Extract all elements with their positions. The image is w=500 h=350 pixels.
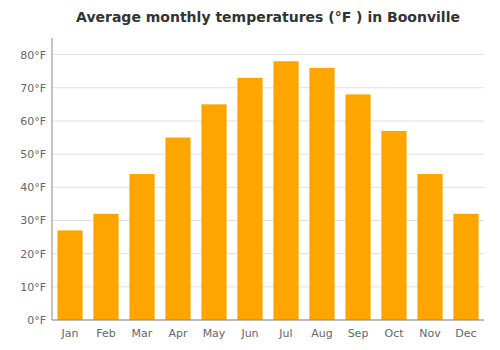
x-tick-label: Oct — [384, 327, 404, 340]
y-axis: 0°F 10°F 20°F 30°F 40°F 50°F 60°F 70°F 80°F — [20, 49, 46, 327]
grid-line — [52, 154, 484, 155]
y-tick-label: 0°F — [27, 314, 46, 327]
grid — [52, 55, 484, 320]
grid-line — [52, 320, 484, 321]
chart-container: Average monthly temperatures (°F ) in Bo… — [0, 0, 500, 350]
x-tick-label: Jul — [278, 327, 292, 340]
x-tick-label: Feb — [96, 327, 115, 340]
bar — [165, 138, 190, 320]
chart: Average monthly temperatures (°F ) in Bo… — [0, 0, 500, 350]
x-tick-label: May — [203, 327, 226, 340]
x-tick-label: Nov — [419, 327, 441, 340]
y-tick-label: 30°F — [20, 214, 46, 227]
bar — [237, 78, 262, 320]
bar — [345, 94, 370, 320]
bar — [93, 214, 118, 320]
x-tick-label: Dec — [455, 327, 476, 340]
x-tick-label: Mar — [132, 327, 153, 340]
x-tick-label: Jan — [61, 327, 79, 340]
y-axis-line — [52, 38, 53, 320]
y-tick-label: 40°F — [20, 181, 46, 194]
y-tick-label: 80°F — [20, 49, 46, 62]
x-axis: Jan Feb Mar Apr May Jun Jul Aug Sep Oct Nov Dec — [61, 327, 477, 340]
title: Average monthly temperatures (°F ) in Bo… — [76, 9, 460, 25]
bar — [381, 131, 406, 320]
bar — [417, 174, 442, 320]
x-tick-label: Apr — [168, 327, 188, 340]
bar — [57, 230, 82, 320]
y-tick-label: 50°F — [20, 148, 46, 161]
x-tick-label: Sep — [348, 327, 369, 340]
grid-line — [52, 87, 484, 88]
bar — [309, 68, 334, 320]
y-tick-label: 70°F — [20, 82, 46, 95]
y-tick-label: 20°F — [20, 248, 46, 261]
bar — [129, 174, 154, 320]
y-tick-label: 60°F — [20, 115, 46, 128]
bar — [453, 214, 478, 320]
bar — [201, 104, 226, 320]
x-tick-label: Aug — [311, 327, 332, 340]
x-axis-line — [52, 320, 484, 321]
bar — [273, 61, 298, 320]
bars — [57, 61, 478, 320]
grid-line — [52, 54, 484, 55]
grid-line — [52, 120, 484, 121]
y-tick-label: 10°F — [20, 281, 46, 294]
x-tick-label: Jun — [240, 327, 258, 340]
